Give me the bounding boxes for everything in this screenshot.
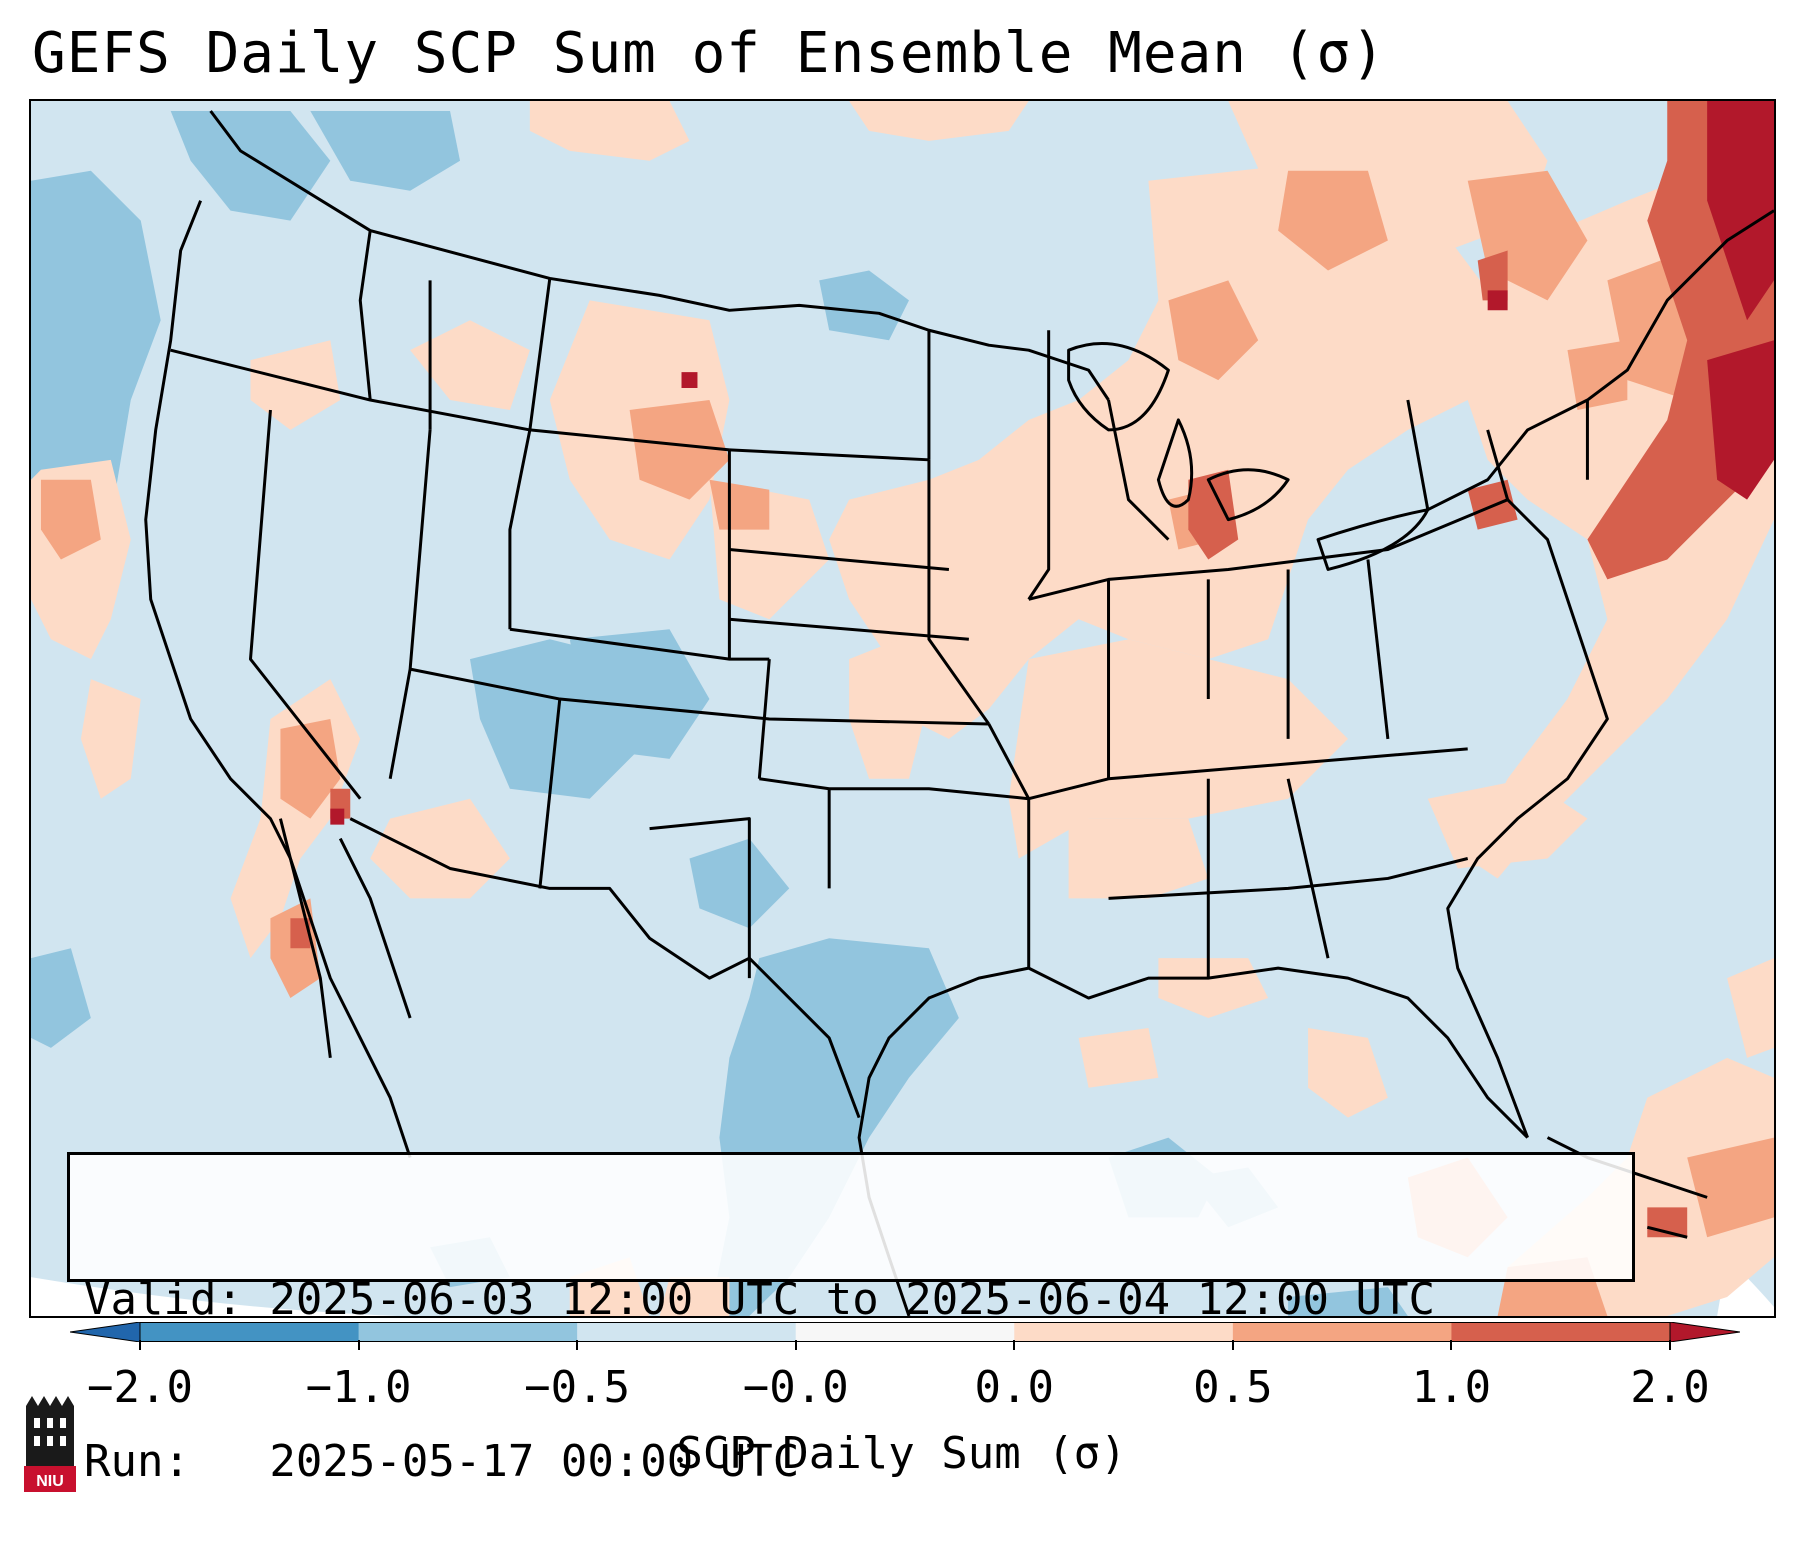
niu-logo: NIU xyxy=(22,1396,78,1492)
colorbar-bin xyxy=(577,1322,797,1342)
colorbar-tick-label: −1.0 xyxy=(305,1362,412,1413)
map-panel xyxy=(29,99,1776,1318)
colorbar-tick-label: −0.0 xyxy=(742,1362,849,1413)
colorbar-extend-max xyxy=(1669,1322,1740,1342)
colorbar-tick xyxy=(139,1340,141,1350)
colorbar-tick xyxy=(1231,1340,1234,1350)
colorbar-svg xyxy=(70,1322,1740,1342)
colorbar-tick-label: 0.5 xyxy=(1193,1362,1273,1413)
colorbar-tick-label: 0.0 xyxy=(974,1362,1055,1413)
chart-title: GEFS Daily SCP Sum of Ensemble Mean (σ) xyxy=(32,21,1386,86)
valid-run-info-box: Valid: 2025-06-03 12:00 UTC to 2025-06-0… xyxy=(67,1152,1635,1487)
negative-anomaly-patches xyxy=(31,110,1408,1316)
colorbar-tick xyxy=(1669,1340,1671,1350)
colorbar-tick xyxy=(794,1340,797,1350)
colorbar-tick xyxy=(357,1340,360,1350)
colorbar-bin xyxy=(1232,1322,1452,1342)
colorbar xyxy=(70,1322,1740,1342)
valid-time-text: Valid: 2025-06-03 12:00 UTC to 2025-06-0… xyxy=(84,1274,1436,1325)
colorbar-extend-min xyxy=(70,1322,141,1342)
colorbar-bin xyxy=(1451,1322,1671,1342)
colorbar-tick-label: −2.0 xyxy=(87,1362,193,1413)
colorbar-bin xyxy=(140,1322,360,1342)
colorbar-bin xyxy=(795,1322,1015,1342)
colorbar-tick-label: 2.0 xyxy=(1630,1362,1710,1413)
colorbar-tick xyxy=(1013,1340,1016,1350)
scp-map xyxy=(31,101,1774,1316)
colorbar-outline xyxy=(139,1322,1671,1342)
colorbar-tick-label: −0.5 xyxy=(524,1362,631,1413)
colorbar-bin xyxy=(358,1322,578,1342)
colorbar-tick-label: 1.0 xyxy=(1411,1362,1492,1413)
niu-logo-icon: NIU xyxy=(24,1396,76,1492)
colorbar-tick xyxy=(576,1340,579,1350)
colorbar-title: SCP Daily Sum (σ) xyxy=(676,1428,1127,1479)
colorbar-tick xyxy=(1450,1340,1453,1350)
projection-edge-left xyxy=(31,1277,590,1316)
extreme-positive-patches xyxy=(330,101,1774,825)
boundaries xyxy=(144,110,1774,1316)
svg-text:NIU: NIU xyxy=(36,1473,64,1490)
run-time-text: Run: 2025-05-17 00:00 UTC xyxy=(84,1436,800,1487)
colorbar-bin xyxy=(1014,1322,1234,1342)
